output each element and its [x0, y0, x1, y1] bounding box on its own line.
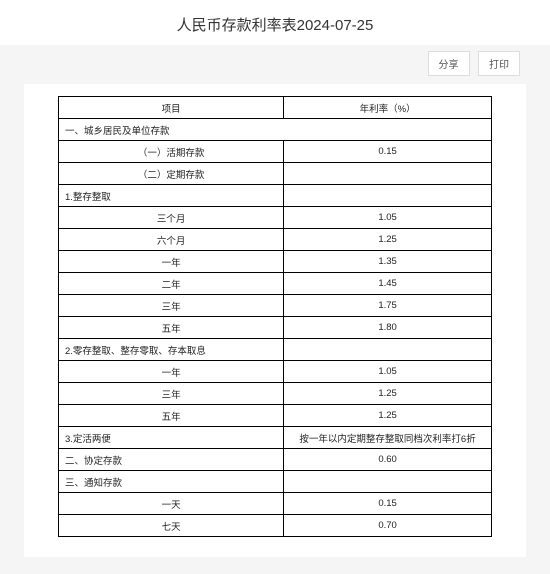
cell-rate: 1.05: [284, 207, 492, 229]
cell-item: 3.定活两便: [59, 427, 284, 449]
table-body: 一、城乡居民及单位存款（一）活期存款0.15（二）定期存款1.整存整取三个月1.…: [59, 119, 492, 537]
cell-item: 2.零存整取、整存零取、存本取息: [59, 339, 284, 361]
cell-rate: 按一年以内定期整存整取同档次利率打6折: [284, 427, 492, 449]
table-row: （二）定期存款: [59, 163, 492, 185]
cell-item: 七天: [59, 515, 284, 537]
table-row: 三年1.25: [59, 383, 492, 405]
cell-item: 三年: [59, 295, 284, 317]
cell-item: 一天: [59, 493, 284, 515]
cell-rate: 0.15: [284, 141, 492, 163]
cell-item: （一）活期存款: [59, 141, 284, 163]
cell-item: 1.整存整取: [59, 185, 284, 207]
cell-rate: 1.25: [284, 405, 492, 427]
cell-rate: 0.15: [284, 493, 492, 515]
cell-item: 三个月: [59, 207, 284, 229]
header-item: 项目: [59, 97, 284, 119]
cell-rate: [284, 471, 492, 493]
rate-table: 项目 年利率（%） 一、城乡居民及单位存款（一）活期存款0.15（二）定期存款1…: [58, 96, 492, 537]
table-row: 一年1.05: [59, 361, 492, 383]
table-row: 一天0.15: [59, 493, 492, 515]
cell-rate: 1.25: [284, 383, 492, 405]
cell-item: 一、城乡居民及单位存款: [59, 119, 492, 141]
table-row: 一、城乡居民及单位存款: [59, 119, 492, 141]
cell-item: 五年: [59, 405, 284, 427]
cell-rate: 0.70: [284, 515, 492, 537]
cell-rate: [284, 163, 492, 185]
cell-rate: [284, 185, 492, 207]
table-row: 一年1.35: [59, 251, 492, 273]
cell-rate: 1.75: [284, 295, 492, 317]
table-row: 二年1.45: [59, 273, 492, 295]
table-row: 三个月1.05: [59, 207, 492, 229]
cell-item: 六个月: [59, 229, 284, 251]
cell-rate: 1.80: [284, 317, 492, 339]
cell-item: 一年: [59, 361, 284, 383]
content-panel: 项目 年利率（%） 一、城乡居民及单位存款（一）活期存款0.15（二）定期存款1…: [24, 84, 526, 557]
table-row: 二、协定存款0.60: [59, 449, 492, 471]
cell-rate: 1.35: [284, 251, 492, 273]
table-row: 五年1.25: [59, 405, 492, 427]
share-button[interactable]: 分享: [428, 51, 470, 76]
cell-item: 二年: [59, 273, 284, 295]
table-row: 3.定活两便按一年以内定期整存整取同档次利率打6折: [59, 427, 492, 449]
page-title: 人民币存款利率表2024-07-25: [0, 14, 550, 35]
table-row: （一）活期存款0.15: [59, 141, 492, 163]
table-row: 六个月1.25: [59, 229, 492, 251]
table-row: 七天0.70: [59, 515, 492, 537]
table-row: 三年1.75: [59, 295, 492, 317]
cell-rate: 0.60: [284, 449, 492, 471]
cell-item: 二、协定存款: [59, 449, 284, 471]
table-row: 三、通知存款: [59, 471, 492, 493]
table-header-row: 项目 年利率（%）: [59, 97, 492, 119]
header-bar: 人民币存款利率表2024-07-25: [0, 0, 550, 45]
cell-item: 五年: [59, 317, 284, 339]
cell-item: 一年: [59, 251, 284, 273]
table-row: 1.整存整取: [59, 185, 492, 207]
action-bar: 分享 打印: [0, 45, 550, 84]
table-row: 2.零存整取、整存零取、存本取息: [59, 339, 492, 361]
cell-item: 三、通知存款: [59, 471, 284, 493]
cell-item: （二）定期存款: [59, 163, 284, 185]
cell-rate: [284, 339, 492, 361]
table-row: 五年1.80: [59, 317, 492, 339]
cell-rate: 1.25: [284, 229, 492, 251]
print-button[interactable]: 打印: [478, 51, 520, 76]
cell-item: 三年: [59, 383, 284, 405]
header-rate: 年利率（%）: [284, 97, 492, 119]
cell-rate: 1.45: [284, 273, 492, 295]
cell-rate: 1.05: [284, 361, 492, 383]
